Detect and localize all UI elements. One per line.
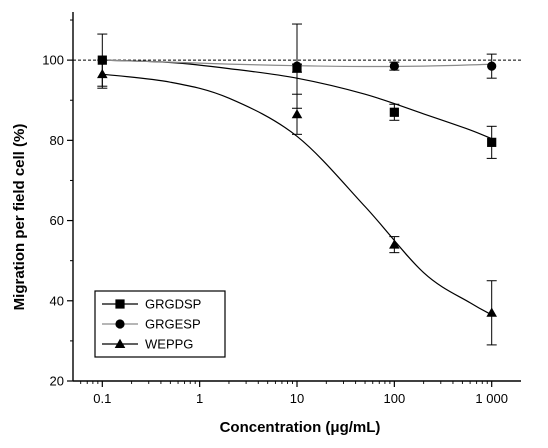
x-axis-title: Concentration (μg/mL) — [220, 419, 381, 436]
legend-label-weppg: WEPPG — [145, 337, 193, 352]
legend-marker-grgdsp — [115, 299, 125, 309]
x-tick-label: 1 — [196, 391, 203, 406]
data-point-grgesp — [487, 61, 497, 71]
data-point-weppg — [486, 307, 497, 317]
data-point-grgdsp — [487, 137, 497, 147]
data-point-grgesp — [292, 61, 302, 71]
y-tick-label: 40 — [50, 293, 64, 308]
data-point-weppg — [97, 68, 108, 79]
y-axis-title: Migration per field cell (%) — [11, 124, 28, 311]
x-tick-label: 10 — [290, 391, 304, 406]
plot-area: 20 40 60 80 100 0.1 1 10 100 1 000 GRGDSP GRGESP WEP… — [42, 12, 521, 406]
y-tick-label: 60 — [50, 213, 64, 228]
curve-grgesp — [102, 59, 492, 68]
legend-label-grgdsp: GRGDSP — [145, 297, 201, 312]
y-tick-label: 20 — [50, 374, 64, 389]
legend-marker-grgesp — [115, 319, 125, 329]
data-point-grgesp — [389, 61, 399, 71]
legend-label-grgesp: GRGESP — [145, 317, 201, 332]
data-point-weppg — [291, 108, 303, 119]
legend-marker-weppg — [114, 338, 126, 348]
x-tick-label: 0.1 — [93, 391, 111, 406]
x-tick-label: 1 000 — [475, 391, 508, 406]
data-point-grgdsp — [389, 107, 399, 117]
y-tick-label: 80 — [50, 133, 64, 148]
data-point-weppg — [389, 239, 400, 249]
x-tick-label: 100 — [383, 391, 405, 406]
y-tick-label: 100 — [42, 53, 64, 68]
curve-weppg — [102, 73, 492, 316]
